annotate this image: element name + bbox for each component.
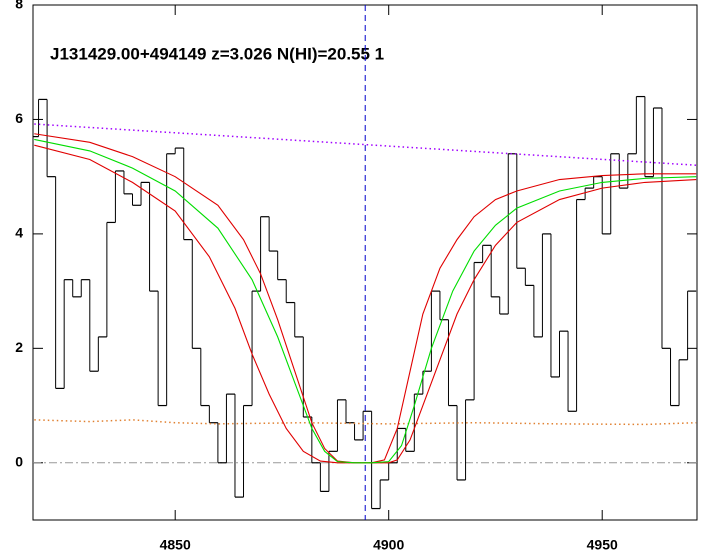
chart-title: J131429.00+494149 z=3.026 N(HI)=20.55 1 bbox=[50, 44, 384, 63]
x-tick-label: 4850 bbox=[160, 537, 191, 553]
y-tick-label: 6 bbox=[15, 110, 23, 126]
line bbox=[34, 419, 697, 426]
plot-frame bbox=[32, 4, 698, 521]
x-tick-label: 4900 bbox=[373, 537, 404, 553]
x-tick-label: 4950 bbox=[587, 537, 618, 553]
y-tick-label: 4 bbox=[15, 225, 23, 241]
line bbox=[34, 144, 697, 464]
y-tick-label: 2 bbox=[15, 339, 23, 355]
line bbox=[34, 138, 697, 464]
y-tick-label: 8 bbox=[15, 0, 23, 12]
y-tick-label: 0 bbox=[15, 453, 23, 469]
